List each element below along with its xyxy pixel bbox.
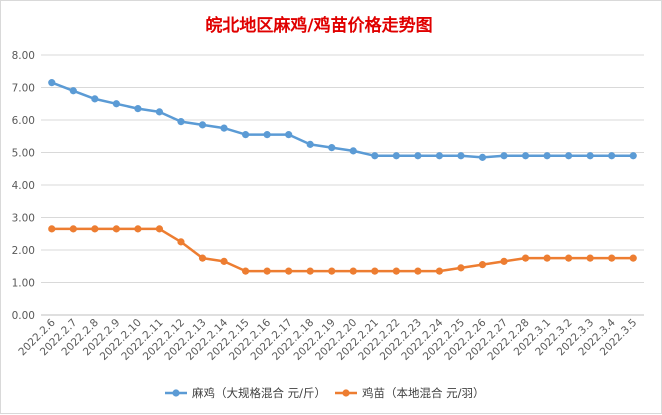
y-tick-label: 7.00 (12, 83, 35, 95)
data-point-series-2 (478, 261, 487, 269)
data-point-series-2 (349, 267, 357, 275)
data-point-series-1 (371, 152, 379, 160)
y-tick-label: 2.00 (12, 245, 35, 257)
data-point-series-2 (48, 225, 56, 233)
data-point-series-2 (134, 225, 142, 233)
series-line-2 (51, 227, 634, 273)
x-axis-ticks: 2022.2.62022.2.72022.2.82022.2.92022.2.1… (16, 316, 639, 363)
data-point-series-1 (349, 147, 357, 155)
data-point-series-1 (91, 95, 99, 103)
data-point-series-1 (435, 152, 444, 160)
data-point-series-2 (414, 267, 422, 275)
y-tick-label: 6.00 (12, 115, 35, 127)
data-point-series-2 (586, 254, 594, 262)
y-tick-label: 3.00 (12, 213, 35, 225)
y-tick-label: 0.00 (12, 310, 35, 322)
chart-title: 皖北地区麻鸡/鸡苗价格走势图 (205, 15, 432, 36)
data-point-series-2 (565, 254, 573, 262)
data-point-series-2 (521, 254, 530, 262)
data-point-series-2 (392, 267, 400, 275)
data-point-series-1 (69, 87, 77, 95)
y-tick-label: 4.00 (12, 180, 35, 192)
data-point-series-2 (155, 225, 164, 233)
data-point-series-2 (500, 257, 508, 265)
data-point-series-2 (241, 267, 250, 275)
y-axis-ticks: 0.00 1.00 2.00 3.00 4.00 5.00 6.00 7.00 8.00 (12, 50, 35, 322)
legend-swatch-marker (172, 389, 180, 397)
legend-swatch-marker (342, 389, 350, 397)
data-point-series-1 (608, 152, 616, 160)
data-point-series-1 (328, 144, 336, 152)
data-point-series-1 (500, 152, 508, 160)
data-point-series-2 (608, 254, 616, 262)
grid-lines (41, 54, 644, 316)
data-point-series-1 (155, 108, 164, 116)
data-point-series-1 (285, 131, 293, 139)
data-point-series-1 (629, 152, 637, 160)
data-point-series-2 (69, 225, 77, 233)
data-point-series-1 (306, 140, 314, 148)
data-point-series-2 (457, 264, 465, 272)
data-point-series-1 (586, 152, 594, 160)
data-point-series-1 (543, 152, 551, 160)
data-point-series-2 (198, 254, 207, 262)
data-point-series-2 (306, 267, 314, 275)
data-point-series-1 (392, 152, 400, 160)
data-point-series-1 (198, 121, 207, 129)
y-tick-label: 1.00 (12, 278, 35, 290)
data-point-series-2 (112, 225, 120, 233)
data-point-series-1 (263, 131, 271, 139)
data-point-series-1 (48, 79, 56, 87)
series-lines (48, 79, 637, 275)
data-point-series-1 (112, 100, 120, 108)
data-point-series-1 (565, 152, 573, 160)
legend: 麻鸡（大规格混合 元/斤） 鸡苗（本地混合 元/羽） (165, 386, 485, 400)
data-point-series-1 (177, 118, 185, 126)
data-point-series-1 (220, 124, 228, 132)
data-point-series-1 (134, 105, 142, 113)
legend-entry-label: 麻鸡（大规格混合 元/斤） (192, 386, 326, 400)
y-tick-label: 8.00 (12, 50, 35, 62)
data-point-series-2 (629, 254, 637, 262)
data-point-series-2 (543, 254, 551, 262)
y-tick-label: 5.00 (12, 148, 35, 160)
data-point-series-1 (521, 152, 530, 160)
data-point-series-2 (220, 257, 228, 265)
data-point-series-2 (177, 238, 185, 246)
data-point-series-2 (91, 225, 99, 233)
data-point-series-1 (414, 152, 422, 160)
data-point-series-2 (285, 267, 293, 275)
data-point-series-2 (435, 267, 444, 275)
data-point-series-1 (457, 152, 465, 160)
data-point-series-1 (241, 131, 250, 139)
data-point-series-1 (478, 153, 487, 161)
data-point-series-2 (263, 267, 271, 275)
legend-entry-label: 鸡苗（本地混合 元/羽） (362, 386, 485, 400)
series-line-1 (51, 81, 634, 159)
data-point-series-2 (328, 267, 336, 275)
data-point-series-2 (371, 267, 379, 275)
